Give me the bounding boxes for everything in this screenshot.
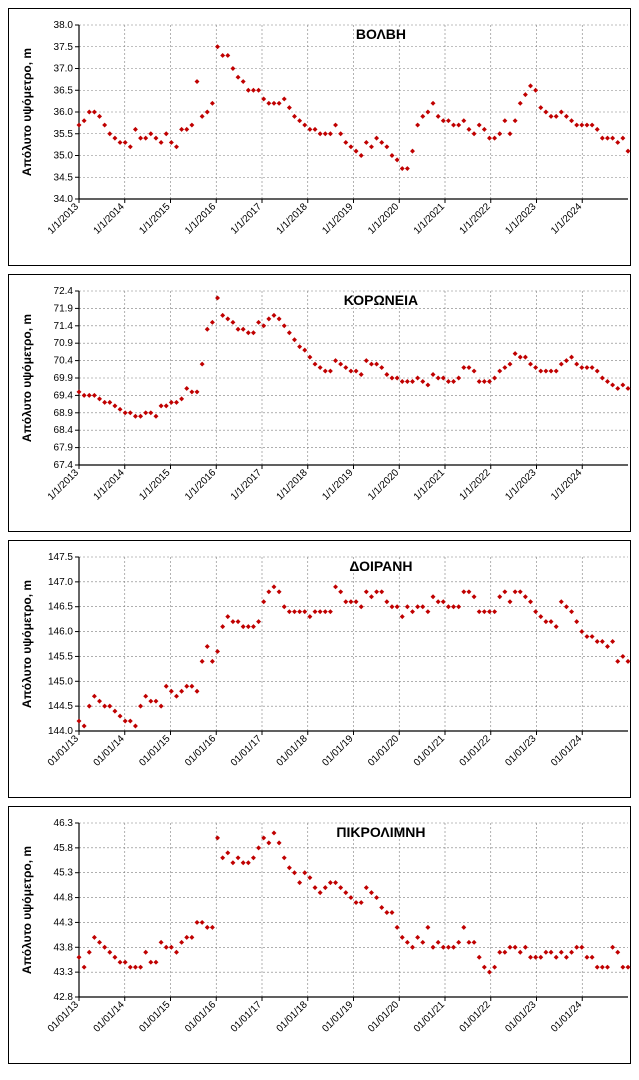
svg-text:1/1/2016: 1/1/2016	[183, 467, 219, 503]
svg-text:01/01/14: 01/01/14	[92, 733, 128, 769]
svg-text:46.3: 46.3	[54, 818, 74, 829]
svg-text:01/01/20: 01/01/20	[366, 999, 402, 1035]
chart-panel-1: 67.467.968.468.969.469.970.470.971.471.9…	[8, 274, 631, 532]
svg-text:145.5: 145.5	[48, 651, 73, 662]
svg-text:68.4: 68.4	[54, 425, 74, 436]
svg-text:1/1/2022: 1/1/2022	[458, 467, 494, 503]
y-axis-label: Απόλυτο υψόμετρο, m	[20, 314, 34, 442]
svg-text:1/1/2022: 1/1/2022	[458, 201, 494, 237]
svg-text:44.8: 44.8	[54, 893, 74, 904]
svg-text:147.5: 147.5	[48, 552, 73, 563]
chart-0: 34.034.535.035.536.036.537.037.538.01/1/…	[15, 15, 638, 259]
svg-text:1/1/2018: 1/1/2018	[275, 201, 311, 237]
svg-text:146.0: 146.0	[48, 627, 73, 638]
svg-text:69.9: 69.9	[54, 373, 74, 384]
svg-text:1/1/2023: 1/1/2023	[503, 201, 539, 237]
svg-text:36.5: 36.5	[54, 85, 74, 96]
svg-text:34.5: 34.5	[54, 172, 74, 183]
svg-text:70.9: 70.9	[54, 338, 74, 349]
svg-text:01/01/22: 01/01/22	[458, 733, 494, 769]
svg-text:01/01/13: 01/01/13	[46, 999, 82, 1035]
chart-panel-2: 144.0 144.5 145.0 145.5 146.0 146.5 147.0 147.5…	[8, 540, 631, 798]
svg-text:1/1/2014: 1/1/2014	[92, 467, 128, 503]
svg-text:72.4: 72.4	[54, 286, 74, 297]
svg-text:45.8: 45.8	[54, 843, 74, 854]
chart-2: 144.0 144.5 145.0 145.5 146.0 146.5 147.0 147.5…	[15, 547, 638, 791]
svg-text:36.0: 36.0	[54, 107, 74, 118]
svg-text:1/1/2023: 1/1/2023	[503, 467, 539, 503]
chart-title: ΚΟΡΩΝΕΙΑ	[344, 292, 418, 308]
svg-text:01/01/24: 01/01/24	[549, 733, 585, 769]
svg-text:01/01/16: 01/01/16	[183, 999, 219, 1035]
svg-text:01/01/21: 01/01/21	[412, 999, 448, 1035]
svg-text:1/1/2013: 1/1/2013	[46, 201, 82, 237]
svg-text:1/1/2017: 1/1/2017	[229, 201, 265, 237]
svg-text:1/1/2015: 1/1/2015	[137, 467, 173, 503]
svg-text:01/01/21: 01/01/21	[412, 733, 448, 769]
svg-text:67.9: 67.9	[54, 443, 74, 454]
svg-text:01/01/15: 01/01/15	[137, 733, 173, 769]
svg-text:1/1/2014: 1/1/2014	[92, 201, 128, 237]
svg-text:144.5: 144.5	[48, 701, 73, 712]
svg-text:1/1/2019: 1/1/2019	[320, 201, 356, 237]
chart-panel-0: 34.034.535.035.536.036.537.037.538.01/1/…	[8, 8, 631, 266]
svg-text:1/1/2018: 1/1/2018	[275, 467, 311, 503]
svg-text:68.9: 68.9	[54, 408, 74, 419]
svg-text:43.3: 43.3	[54, 967, 74, 978]
svg-text:145.0: 145.0	[48, 676, 73, 687]
svg-text:43.8: 43.8	[54, 942, 74, 953]
svg-text:37.5: 37.5	[54, 42, 74, 53]
svg-text:01/01/17: 01/01/17	[229, 733, 265, 769]
svg-text:01/01/13: 01/01/13	[46, 733, 82, 769]
svg-text:1/1/2019: 1/1/2019	[320, 467, 356, 503]
y-axis-label: Απόλυτο υψόμετρο, m	[20, 846, 34, 974]
svg-text:01/01/16: 01/01/16	[183, 733, 219, 769]
svg-text:146.5: 146.5	[48, 602, 73, 613]
svg-text:71.9: 71.9	[54, 303, 74, 314]
svg-text:69.4: 69.4	[54, 390, 74, 401]
svg-text:35.0: 35.0	[54, 151, 74, 162]
svg-text:1/1/2021: 1/1/2021	[412, 201, 448, 237]
svg-text:1/1/2021: 1/1/2021	[412, 467, 448, 503]
chart-panel-3: 42.843.343.844.344.845.345.846.301/01/13…	[8, 806, 631, 1064]
svg-text:1/1/2020: 1/1/2020	[366, 201, 402, 237]
svg-text:44.3: 44.3	[54, 917, 74, 928]
chart-3: 42.843.343.844.344.845.345.846.301/01/13…	[15, 813, 638, 1057]
svg-text:01/01/14: 01/01/14	[92, 999, 128, 1035]
svg-text:01/01/23: 01/01/23	[503, 999, 539, 1035]
svg-text:1/1/2020: 1/1/2020	[366, 467, 402, 503]
svg-text:01/01/17: 01/01/17	[229, 999, 265, 1035]
svg-text:38.0: 38.0	[54, 20, 74, 31]
svg-text:1/1/2015: 1/1/2015	[137, 201, 173, 237]
svg-text:1/1/2024: 1/1/2024	[549, 467, 585, 503]
svg-text:1/1/2013: 1/1/2013	[46, 467, 82, 503]
svg-text:35.5: 35.5	[54, 129, 74, 140]
svg-text:01/01/24: 01/01/24	[549, 999, 585, 1035]
y-axis-label: Απόλυτο υψόμετρο, m	[20, 580, 34, 708]
chart-title: ΒΟΛΒΗ	[356, 26, 406, 42]
svg-text:71.4: 71.4	[54, 321, 74, 332]
svg-text:01/01/20: 01/01/20	[366, 733, 402, 769]
svg-text:147.0: 147.0	[48, 577, 73, 588]
chart-title: ΠΙΚΡΟΛΙΜΝΗ	[336, 824, 425, 840]
svg-text:01/01/19: 01/01/19	[320, 999, 356, 1035]
svg-text:1/1/2016: 1/1/2016	[183, 201, 219, 237]
svg-text:01/01/15: 01/01/15	[137, 999, 173, 1035]
svg-text:1/1/2024: 1/1/2024	[549, 201, 585, 237]
chart-1: 67.467.968.468.969.469.970.470.971.471.9…	[15, 281, 638, 525]
y-axis-label: Απόλυτο υψόμετρο, m	[20, 48, 34, 176]
svg-text:01/01/18: 01/01/18	[275, 999, 311, 1035]
chart-title: ΔΟΙΡΑΝΗ	[349, 558, 412, 574]
svg-text:01/01/23: 01/01/23	[503, 733, 539, 769]
svg-text:01/01/19: 01/01/19	[320, 733, 356, 769]
svg-text:1/1/2017: 1/1/2017	[229, 467, 265, 503]
svg-text:45.3: 45.3	[54, 868, 74, 879]
svg-text:37.0: 37.0	[54, 64, 74, 75]
svg-text:144.0: 144.0	[48, 726, 73, 737]
svg-text:01/01/22: 01/01/22	[458, 999, 494, 1035]
svg-text:01/01/18: 01/01/18	[275, 733, 311, 769]
charts-container: 34.034.535.035.536.036.537.037.538.01/1/…	[8, 8, 631, 1064]
svg-text:70.4: 70.4	[54, 356, 74, 367]
